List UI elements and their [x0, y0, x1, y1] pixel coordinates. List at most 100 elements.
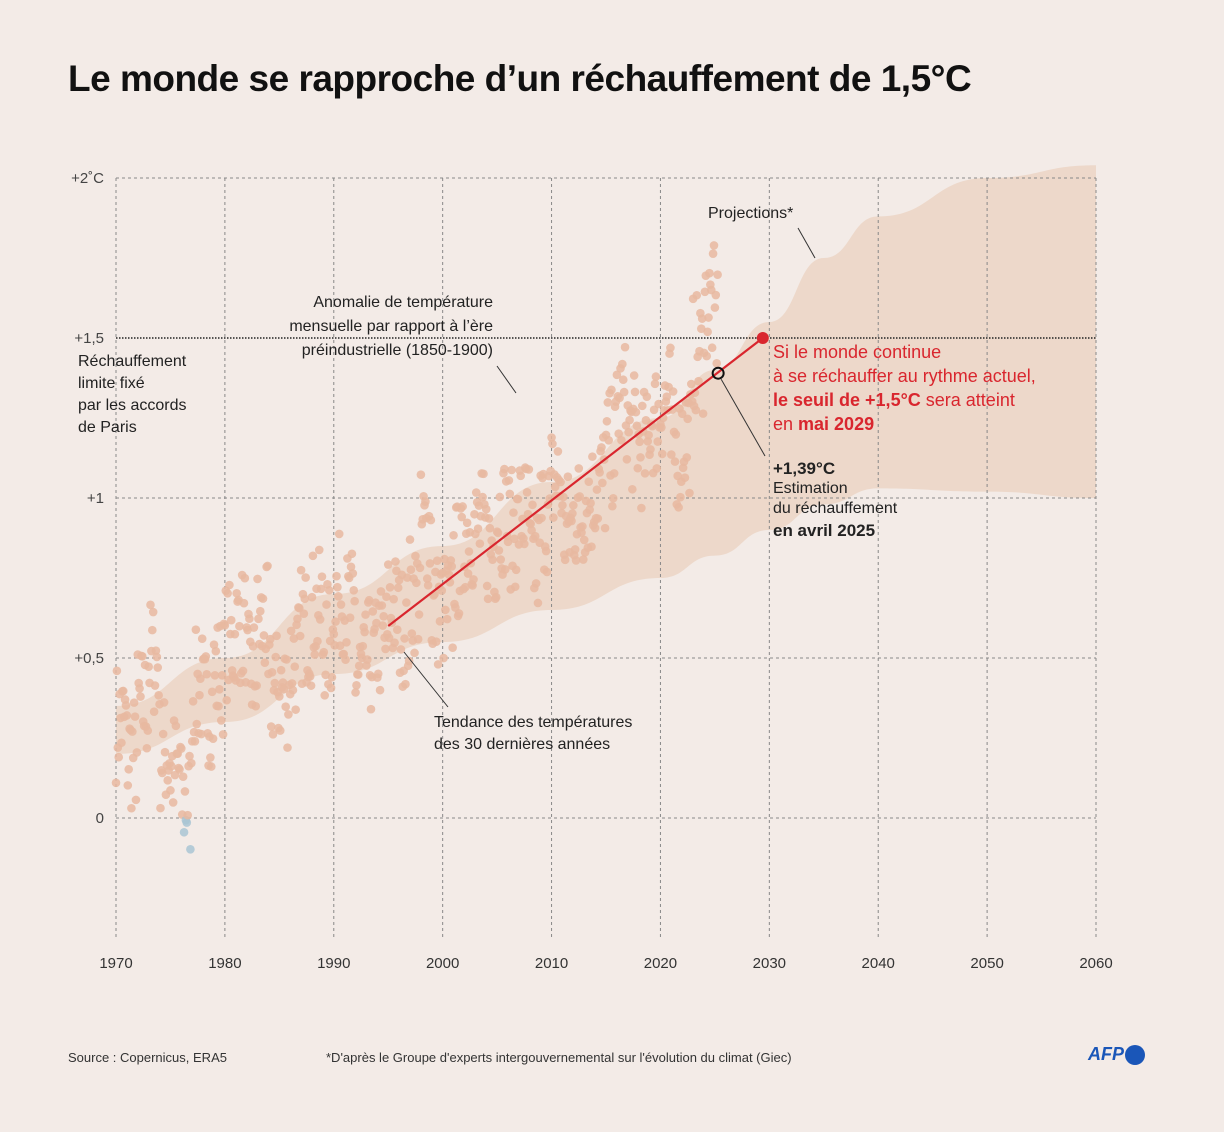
monthly-anomaly-point: [322, 600, 331, 609]
monthly-anomaly-point: [376, 587, 386, 596]
monthly-anomaly-point: [600, 523, 610, 533]
threshold-line: le seuil de +1,5°C sera atteint: [773, 388, 1036, 412]
monthly-anomaly-point: [401, 679, 410, 689]
monthly-anomaly-point: [711, 290, 721, 300]
monthly-anomaly-point: [239, 598, 249, 608]
monthly-anomaly-point: [578, 522, 587, 531]
monthly-anomaly-point: [263, 561, 272, 571]
monthly-anomaly-point: [531, 579, 541, 588]
monthly-anomaly-point: [361, 610, 370, 619]
monthly-anomaly-point: [449, 530, 458, 540]
monthly-anomaly-point: [548, 439, 557, 449]
monthly-anomaly-point: [235, 621, 244, 631]
threshold-point: [756, 332, 769, 344]
monthly-anomaly-point: [670, 457, 680, 466]
monthly-anomaly-point: [482, 581, 492, 591]
x-tick-label: 1980: [208, 955, 241, 972]
monthly-anomaly-point: [574, 464, 584, 473]
monthly-anomaly-point: [258, 594, 268, 603]
monthly-anomaly-point: [128, 727, 137, 736]
monthly-anomaly-point: [484, 514, 494, 523]
anomaly-line: préindustrielle (1850-1900): [301, 342, 493, 359]
monthly-anomaly-point: [168, 798, 178, 807]
trend-line-text: des 30 dernières années: [434, 736, 611, 753]
logo-dot: [1125, 1044, 1145, 1065]
monthly-anomaly-point: [218, 730, 228, 739]
monthly-anomaly-point: [288, 685, 298, 695]
monthly-anomaly-point: [265, 634, 275, 644]
y-tick-label: +2˚C: [71, 170, 104, 187]
projections-label: Projections*: [708, 205, 794, 222]
monthly-anomaly-point: [348, 569, 358, 578]
monthly-anomaly-point: [618, 375, 628, 385]
estimate-point: [711, 366, 725, 380]
monthly-anomaly-point: [254, 614, 263, 624]
monthly-anomaly-point: [692, 290, 702, 300]
monthly-anomaly-point: [232, 588, 241, 598]
monthly-anomaly-point: [180, 787, 190, 796]
monthly-anomaly-point: [618, 359, 627, 369]
monthly-anomaly-point: [637, 503, 646, 513]
monthly-anomaly-point: [240, 573, 250, 583]
monthly-anomaly-point: [454, 609, 464, 618]
monthly-anomaly-point: [712, 359, 722, 368]
monthly-anomaly-point: [310, 650, 320, 659]
monthly-anomaly-point: [461, 582, 470, 592]
monthly-anomaly-point: [537, 513, 546, 523]
monthly-anomaly-point: [563, 472, 573, 482]
monthly-anomaly-point: [406, 565, 416, 574]
monthly-anomaly-point: [526, 519, 535, 529]
monthly-anomaly-point: [136, 692, 145, 701]
monthly-anomaly-point: [377, 601, 387, 610]
monthly-anomaly-point: [702, 351, 712, 361]
monthly-anomaly-point: [464, 547, 474, 556]
monthly-anomaly-point: [481, 504, 491, 514]
monthly-anomaly-point: [677, 409, 687, 419]
monthly-anomaly-point: [159, 698, 169, 707]
monthly-anomaly-point: [691, 405, 701, 415]
monthly-anomaly-point: [503, 537, 513, 547]
monthly-anomaly-point: [167, 761, 176, 771]
monthly-anomaly-point: [479, 469, 488, 479]
anomaly-leader: [496, 365, 517, 394]
estimate-annotation: +1,39°C Estimation du réchauffement en a…: [773, 459, 897, 541]
monthly-anomaly-point: [560, 555, 570, 565]
monthly-anomaly-point: [341, 655, 350, 664]
x-tick-label: 2040: [862, 955, 895, 972]
monthly-anomaly-point: [609, 469, 619, 478]
monthly-anomaly-point: [291, 705, 300, 714]
monthly-anomaly-point: [694, 376, 703, 386]
monthly-anomaly-point: [300, 594, 310, 604]
monthly-anomaly-point: [636, 453, 645, 462]
monthly-anomaly-point: [208, 734, 218, 743]
monthly-anomaly-point: [603, 398, 613, 407]
monthly-anomaly-point: [295, 631, 305, 641]
monthly-anomaly-point: [442, 614, 452, 624]
monthly-anomaly-point: [316, 584, 326, 594]
monthly-anomaly-point: [668, 387, 678, 396]
monthly-anomaly-point: [345, 613, 355, 622]
monthly-anomaly-point: [293, 614, 302, 624]
paris-line: Réchauffement: [78, 353, 187, 370]
monthly-anomaly-point: [336, 600, 346, 609]
monthly-anomaly-point: [491, 592, 501, 602]
monthly-anomaly-point: [666, 343, 675, 353]
monthly-anomaly-point: [646, 445, 655, 454]
threshold-rest: sera atteint: [920, 390, 1015, 410]
monthly-anomaly-point: [524, 465, 534, 474]
monthly-anomaly-point: [253, 574, 262, 584]
monthly-anomaly-point: [433, 660, 443, 669]
monthly-anomaly-point: [559, 492, 568, 502]
y-tick-label: 0: [96, 810, 104, 827]
monthly-anomaly-point: [662, 392, 672, 401]
monthly-anomaly-point: [201, 652, 211, 661]
monthly-anomaly-point: [112, 666, 122, 676]
monthly-anomaly-point: [570, 545, 580, 554]
monthly-anomaly-point: [350, 596, 359, 606]
estimate-leader: [720, 378, 766, 457]
monthly-anomaly-point: [628, 484, 637, 494]
monthly-anomaly-point: [680, 473, 690, 482]
monthly-anomaly-point: [633, 463, 643, 473]
monthly-anomaly-point: [493, 528, 503, 538]
monthly-anomaly-point: [324, 585, 334, 595]
